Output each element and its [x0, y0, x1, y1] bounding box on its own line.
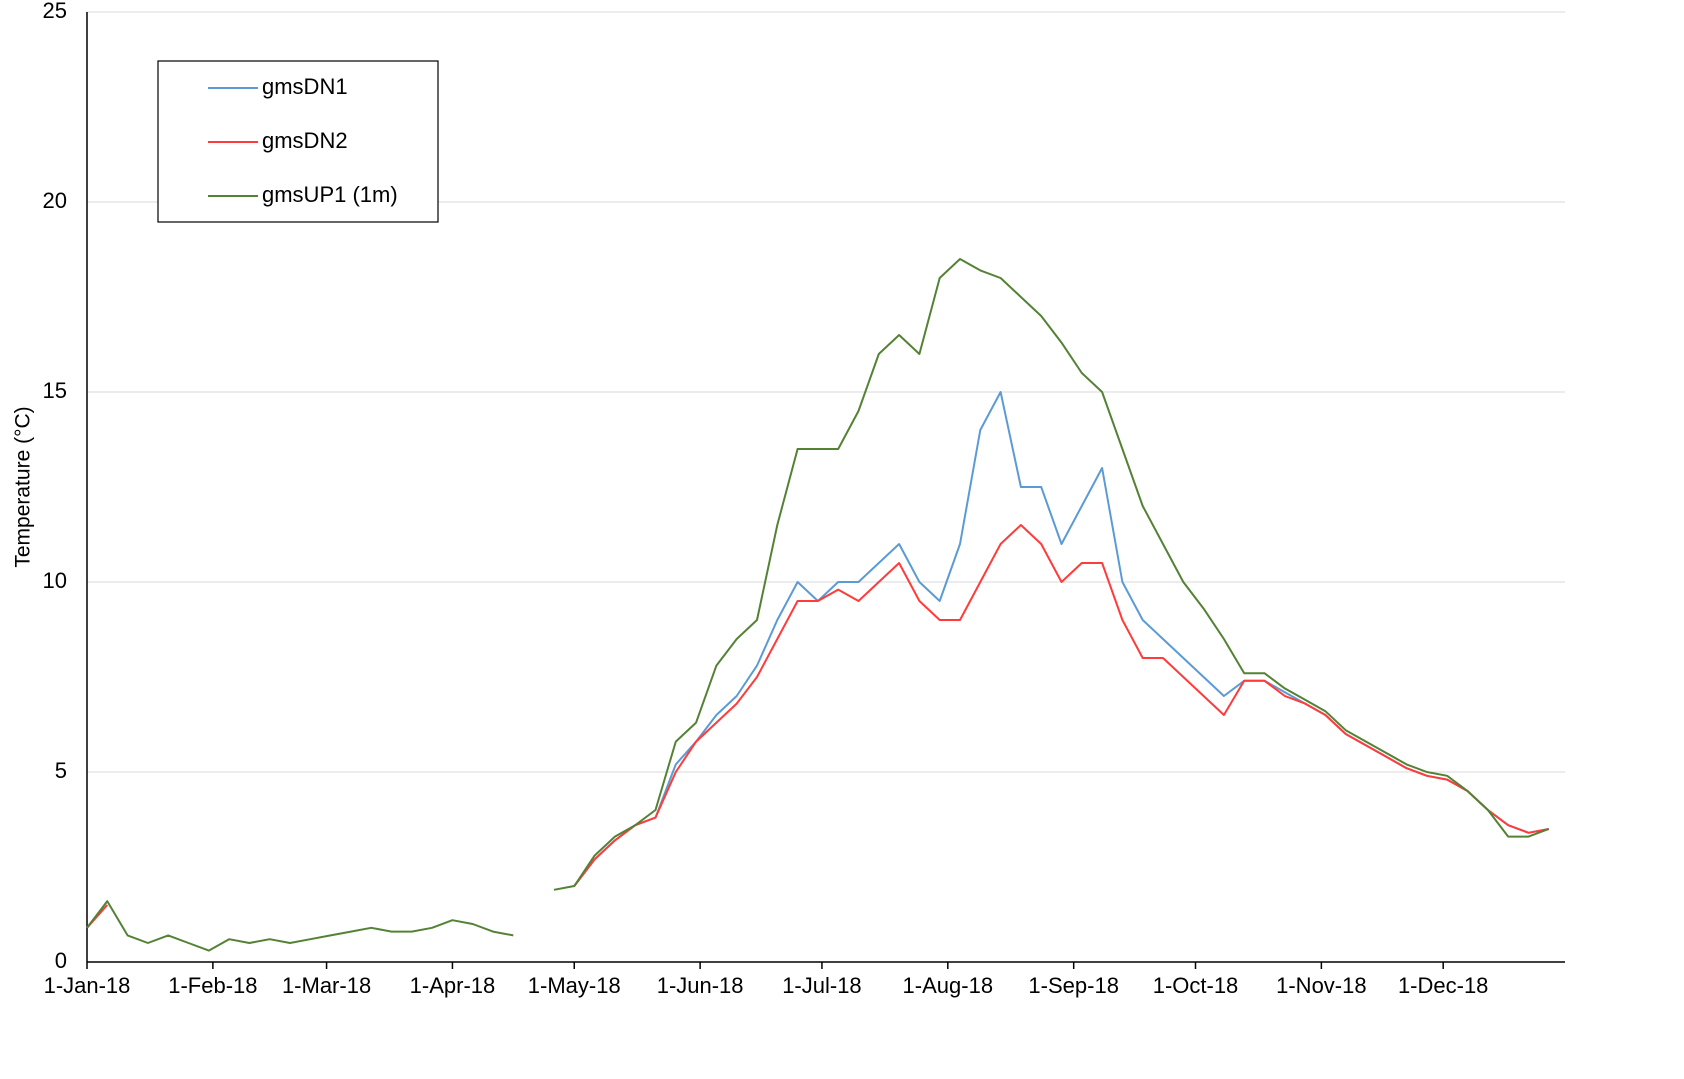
x-tick-label: 1-Jan-18 [44, 973, 131, 998]
legend-label: gmsDN1 [262, 74, 348, 99]
y-tick-label: 10 [43, 568, 67, 593]
y-tick-label: 20 [43, 188, 67, 213]
x-tick-label: 1-Oct-18 [1153, 973, 1239, 998]
legend-label: gmsDN2 [262, 128, 348, 153]
x-tick-label: 1-Sep-18 [1028, 973, 1119, 998]
series-line [86, 258, 1550, 952]
x-tick-label: 1-Jun-18 [657, 973, 744, 998]
x-tick-label: 1-Nov-18 [1276, 973, 1366, 998]
x-tick-label: 1-Apr-18 [410, 973, 496, 998]
legend-label: gmsUP1 (1m) [262, 182, 398, 207]
x-tick-label: 1-Feb-18 [168, 973, 257, 998]
x-tick-label: 1-Jul-18 [782, 973, 861, 998]
x-tick-label: 1-Dec-18 [1398, 973, 1488, 998]
series-line [86, 524, 1549, 929]
y-tick-label: 25 [43, 0, 67, 23]
y-tick-label: 5 [55, 758, 67, 783]
legend-box [157, 60, 439, 223]
series-line [86, 391, 1549, 929]
y-tick-label: 0 [55, 948, 67, 973]
y-tick-label: 15 [43, 378, 67, 403]
x-tick-label: 1-May-18 [528, 973, 621, 998]
x-tick-label: 1-Aug-18 [903, 973, 994, 998]
x-tick-label: 1-Mar-18 [282, 973, 371, 998]
y-axis-label: Temperature (°C) [12, 406, 35, 567]
